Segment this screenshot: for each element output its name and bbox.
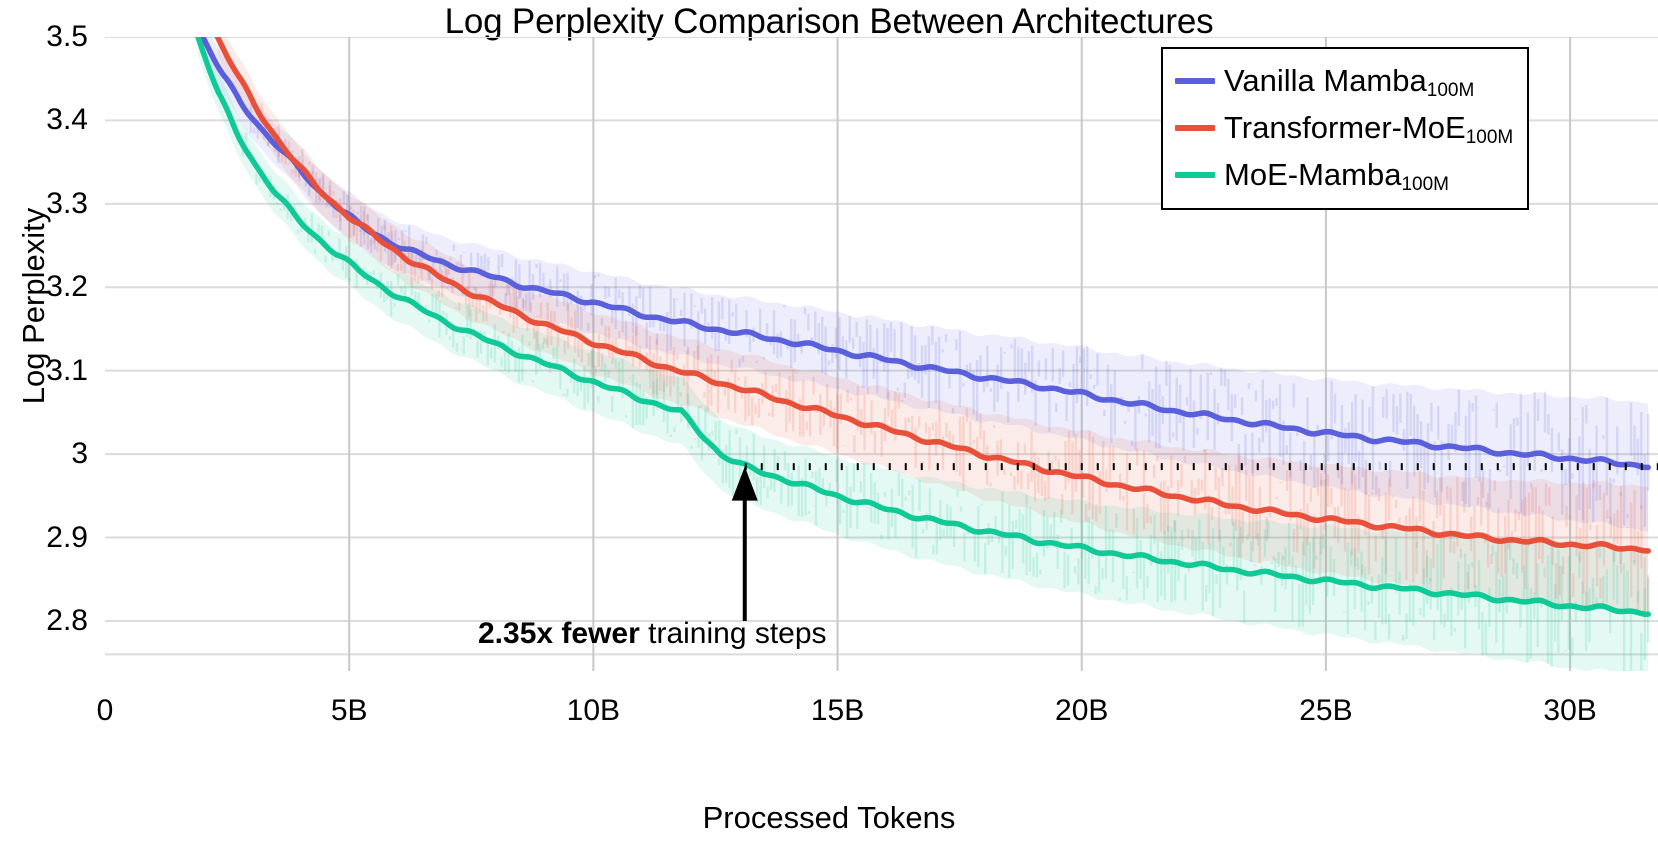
x-tick-label: 20B xyxy=(1055,694,1109,727)
legend-item[interactable]: Transformer-MoE100M xyxy=(1175,104,1513,151)
y-tick-label: 3.3 xyxy=(46,186,88,220)
legend-item[interactable]: MoE-Mamba100M xyxy=(1175,151,1513,198)
speedup-annotation-bold: 2.35x fewer xyxy=(478,617,640,650)
y-tick-label: 3.1 xyxy=(46,353,88,387)
legend-label: MoE-Mamba100M xyxy=(1224,157,1449,194)
x-tick-label: 15B xyxy=(810,694,865,727)
chart-title: Log Perplexity Comparison Between Archit… xyxy=(444,2,1214,41)
y-axis-label: Log Perplexity xyxy=(16,207,51,405)
series-lines xyxy=(195,37,1651,618)
y-tick-label: 3.2 xyxy=(46,270,88,304)
plot-area xyxy=(105,37,1658,671)
legend-label: Transformer-MoE100M xyxy=(1224,110,1513,147)
x-axis-label: Processed Tokens xyxy=(702,800,956,835)
x-tick-label: 0 xyxy=(96,694,114,727)
y-tick-label: 2.8 xyxy=(46,603,88,637)
speedup-annotation-normal: training steps xyxy=(639,617,827,650)
legend-color-swatch xyxy=(1175,77,1215,84)
x-tick-label: 25B xyxy=(1299,694,1353,727)
gridlines xyxy=(105,37,1658,671)
y-tick-label: 3.5 xyxy=(46,20,88,53)
speedup-annotation: 2.35x fewer training steps xyxy=(478,617,827,651)
x-tick-label: 10B xyxy=(566,694,621,727)
legend-label-subscript: 100M xyxy=(1465,127,1514,148)
uncertainty-bands xyxy=(197,37,1649,671)
legend-label-text: Vanilla Mamba xyxy=(1224,63,1427,98)
plot-svg xyxy=(105,37,1658,671)
x-tick-label: 30B xyxy=(1543,694,1597,727)
x-tick-label: 5B xyxy=(330,694,368,727)
legend-label-text: MoE-Mamba xyxy=(1224,157,1402,192)
legend-color-swatch xyxy=(1175,124,1215,131)
y-tick-label: 3 xyxy=(71,437,88,471)
legend-label-subscript: 100M xyxy=(1401,174,1449,195)
chart-annotations xyxy=(731,463,1658,621)
legend-color-swatch xyxy=(1175,171,1215,178)
chart-legend: Vanilla Mamba100M Transformer-MoE100M MoE-… xyxy=(1161,47,1530,210)
raw-noise-traces xyxy=(241,100,1650,671)
legend-label-text: Transformer-MoE xyxy=(1224,110,1466,145)
y-tick-label: 2.9 xyxy=(46,520,88,554)
legend-label: Vanilla Mamba100M xyxy=(1224,63,1474,100)
legend-label-subscript: 100M xyxy=(1426,80,1475,101)
y-tick-label: 3.4 xyxy=(46,103,88,137)
legend-item[interactable]: Vanilla Mamba100M xyxy=(1175,57,1513,104)
